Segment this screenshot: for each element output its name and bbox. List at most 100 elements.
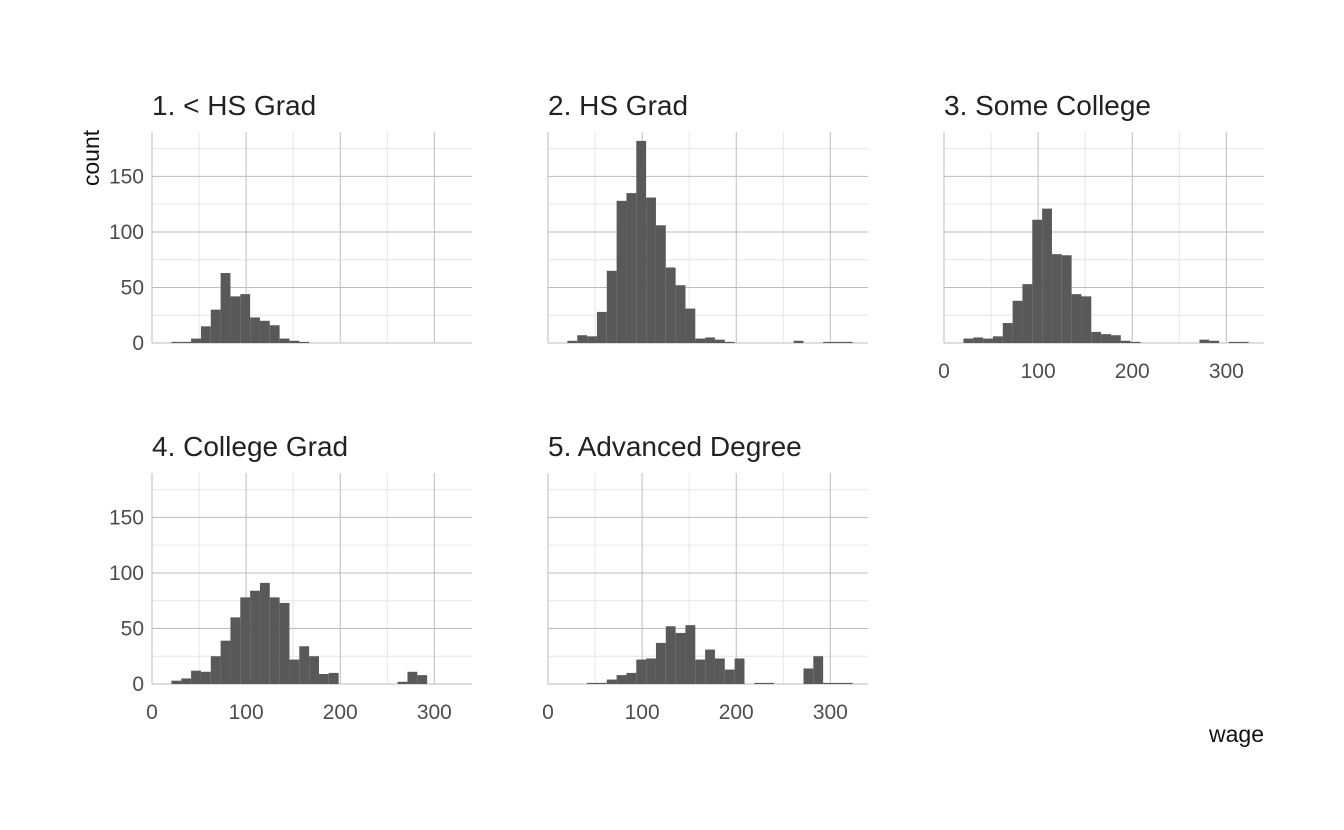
histogram-bar [803, 668, 814, 684]
histogram-bar [1051, 254, 1062, 343]
histogram-bar [1071, 294, 1082, 343]
histogram-bar [596, 682, 607, 684]
histogram-bar [220, 273, 231, 343]
histogram-bar [1209, 340, 1220, 343]
histogram-bar [823, 341, 833, 343]
histogram-bar [289, 340, 300, 343]
histogram-bar [705, 649, 715, 684]
histogram-bar [842, 341, 853, 343]
histogram-bar [626, 193, 637, 343]
x-tick-label: 300 [1209, 360, 1244, 383]
histogram-bar [724, 669, 735, 684]
histogram-bar [1012, 300, 1023, 343]
histogram-bar [279, 602, 290, 684]
histogram-bar [210, 309, 221, 343]
facet-panel-1: 1. < HS Grad 0 50 100 150 [109, 90, 472, 355]
y-tick-label: 0 [132, 673, 144, 696]
histogram-bar [665, 626, 676, 684]
histogram-bar [963, 338, 974, 343]
histogram-bar [1081, 296, 1092, 343]
histogram-bar [309, 656, 319, 684]
histogram-bar [171, 680, 182, 684]
histogram-bar [832, 682, 843, 684]
panel-title: 5. Advanced Degree [548, 431, 802, 462]
y-tick-label: 50 [121, 617, 144, 640]
histogram-bar [714, 339, 725, 343]
histogram-bar [793, 340, 804, 343]
histogram-bar [240, 294, 251, 343]
histogram-bar [685, 308, 696, 343]
histogram-bar [181, 678, 192, 684]
histogram-bar [1091, 331, 1102, 343]
facet-panel-5: 5. Advanced Degree 0 100 200 300 [542, 431, 868, 724]
histogram-bar [397, 681, 408, 684]
histogram-bar [636, 140, 647, 343]
x-tick-label: 100 [1021, 360, 1056, 383]
histogram-bar [200, 671, 211, 684]
histogram-bar [1199, 339, 1210, 343]
histogram-bar [269, 597, 280, 684]
histogram-bar [191, 670, 201, 684]
y-tick-label: 150 [109, 506, 144, 529]
histogram-bar [764, 682, 774, 684]
histogram-bar [655, 642, 666, 684]
histogram-bar [318, 674, 329, 684]
histogram-bar [695, 338, 706, 343]
histogram-bar [230, 296, 241, 343]
histogram-bar [832, 341, 843, 343]
histogram-bar [1042, 208, 1052, 343]
histogram-bar [407, 671, 418, 684]
histogram-bar [1228, 341, 1239, 343]
histogram-bar [695, 659, 706, 684]
y-tick-label: 100 [109, 221, 144, 244]
histogram-bar [191, 338, 201, 343]
histogram-bar [813, 656, 824, 684]
histogram-bar [299, 646, 310, 684]
histogram-bar [724, 341, 735, 343]
histogram-bar [230, 617, 241, 684]
y-tick-label: 150 [109, 165, 144, 188]
histogram-bar [606, 270, 617, 343]
panel-title: 4. College Grad [152, 431, 348, 462]
histogram-bar [734, 658, 745, 684]
histogram-bar [587, 682, 597, 684]
x-tick-label: 200 [1115, 360, 1150, 383]
histogram-bar [626, 672, 637, 684]
histogram-bar [842, 682, 853, 684]
y-tick-label: 100 [109, 562, 144, 585]
histogram-bar [685, 625, 696, 684]
histogram-bar [714, 658, 725, 684]
histogram-bar [210, 656, 221, 684]
histogram-bar [259, 582, 270, 684]
histogram-bar [1120, 340, 1131, 343]
histogram-bar [417, 675, 428, 684]
histogram-bar [1110, 335, 1121, 343]
histogram-bar [646, 197, 656, 343]
histogram-bar [616, 675, 627, 684]
facet-panel-2: 2. HS Grad [547, 90, 868, 344]
y-tick-label: 0 [132, 332, 144, 355]
histogram-bar [596, 311, 607, 343]
x-tick-label: 200 [323, 701, 358, 724]
histogram-bar [675, 632, 686, 684]
histogram-bar [259, 320, 270, 343]
histogram-bar [269, 325, 280, 343]
x-tick-label: 0 [146, 701, 158, 724]
histogram-bar [705, 337, 715, 343]
histogram-bar [289, 659, 300, 684]
histogram-bar [250, 590, 260, 684]
histogram-bar [279, 338, 290, 343]
x-tick-label: 0 [938, 360, 950, 383]
histogram-bar [299, 341, 310, 343]
histogram-bar [1101, 334, 1111, 343]
x-tick-label: 100 [229, 701, 264, 724]
histogram-bar [1002, 323, 1013, 343]
histogram-bar [1238, 341, 1249, 343]
histogram-bar [240, 597, 251, 684]
y-tick-label: 50 [121, 276, 144, 299]
histogram-bar [992, 336, 1003, 343]
histogram-bar [1061, 255, 1072, 343]
histogram-bar [973, 337, 984, 343]
histogram-bar [250, 317, 260, 343]
